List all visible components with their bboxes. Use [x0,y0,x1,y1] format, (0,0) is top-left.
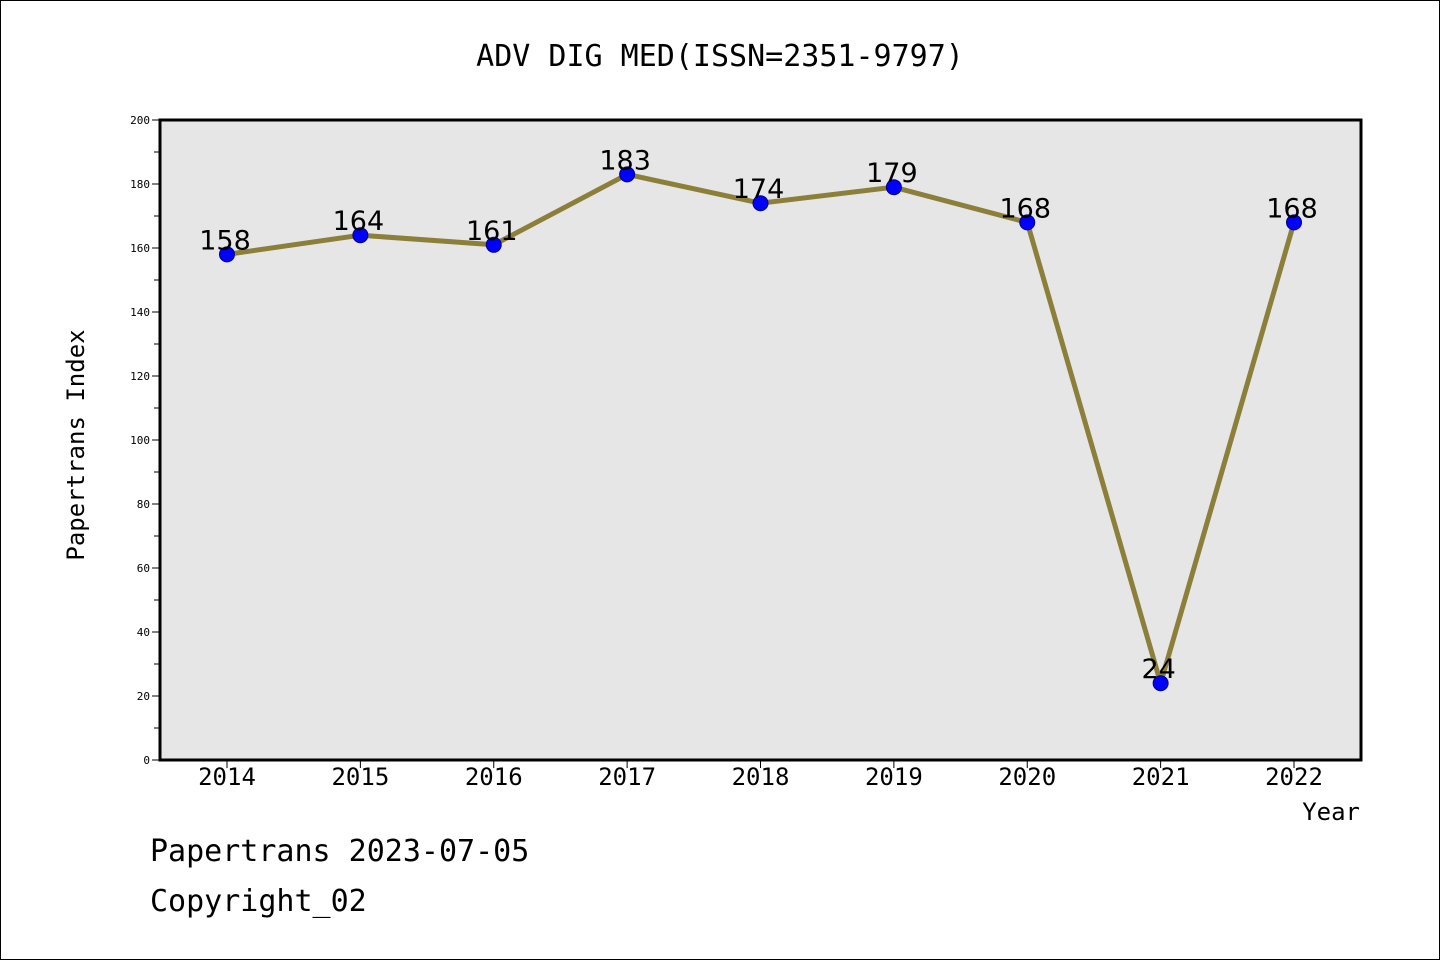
y-tick-label: 180 [130,178,150,191]
data-point [1152,675,1169,692]
y-tick-label: 200 [130,114,150,127]
data-label: 174 [733,174,785,205]
x-tick-label: 2021 [1132,763,1190,791]
data-point [485,236,502,253]
y-tick-label: 60 [137,562,150,575]
data-point [619,166,636,183]
y-tick-label: 160 [130,242,150,255]
y-tick-label: 20 [137,690,150,703]
plot-area [158,118,1363,762]
data-point [885,179,902,196]
footer-date: Papertrans 2023-07-05 [150,834,530,869]
y-tick-label: 100 [130,434,150,447]
x-tick-label: 2019 [865,763,923,791]
data-point [352,227,369,244]
y-tick-label: 80 [137,498,150,511]
x-tick-label: 2018 [732,763,790,791]
chart-title: ADV DIG MED(ISSN=2351-9797) [476,39,964,74]
x-tick-label: 2022 [1265,763,1323,791]
series-line [219,166,1302,692]
y-axis: 0 20 40 60 80 100 120 140 160 180 200 [130,114,160,767]
data-label: 183 [599,145,651,176]
y-tick-label: 120 [130,370,150,383]
y-tick-label: 0 [143,754,150,767]
y-axis-label: Papertrans Index [62,329,90,560]
data-labels: 158 164 161 183 174 179 168 24 168 [199,145,1318,685]
data-label: 179 [866,158,918,189]
x-axis-label: Year [1302,798,1360,826]
data-label: 24 [1141,654,1175,685]
x-axis: 2014 2015 2016 2017 2018 2019 2020 2021 2022 [198,760,1323,791]
footer-copyright: Copyright_02 [150,884,367,919]
y-tick-label: 40 [137,626,150,639]
x-tick-label: 2014 [198,763,256,791]
y-tick-label: 140 [130,306,150,319]
data-label: 158 [199,225,251,256]
data-label: 164 [333,206,385,237]
x-tick-label: 2020 [998,763,1056,791]
x-tick-label: 2016 [465,763,523,791]
data-point [219,246,235,263]
data-point [1286,214,1302,231]
data-point [1019,214,1036,231]
data-point [752,195,769,212]
x-tick-label: 2015 [331,763,389,791]
data-label: 161 [466,216,518,247]
data-label: 168 [999,193,1051,224]
x-tick-label: 2017 [598,763,656,791]
data-label: 168 [1266,193,1318,224]
